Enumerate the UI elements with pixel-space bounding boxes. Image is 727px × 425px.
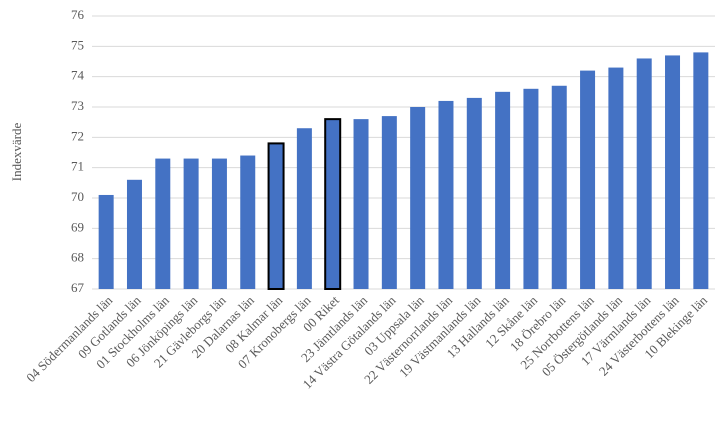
bar [438,100,454,289]
bar [580,70,596,289]
bar [155,158,171,289]
bar [636,58,652,289]
bar [466,97,482,290]
bar [267,142,285,290]
bar [693,52,709,290]
bar [296,128,312,289]
bar [495,91,511,289]
y-tick-label: 71 [71,159,84,174]
bar [665,55,681,289]
bar [324,118,342,290]
y-tick-label: 70 [71,189,84,204]
y-tick-label: 73 [71,98,84,113]
bar [410,107,426,289]
bar [523,88,539,289]
y-tick-label: 68 [71,250,84,265]
y-tick-label: 74 [71,68,85,83]
bar [126,179,142,289]
bar [608,67,624,289]
bar [381,116,397,289]
y-tick-label: 69 [71,219,84,234]
bar [211,158,227,289]
y-tick-label: 72 [71,128,84,143]
y-axis-label: Indexvärde [9,123,24,182]
bar [183,158,199,289]
bar [240,155,256,289]
bar [353,119,369,289]
y-tick-label: 76 [71,7,85,22]
bar [551,85,567,290]
bar [98,194,114,289]
y-tick-label: 75 [71,37,84,52]
y-tick-label: 67 [71,280,85,295]
